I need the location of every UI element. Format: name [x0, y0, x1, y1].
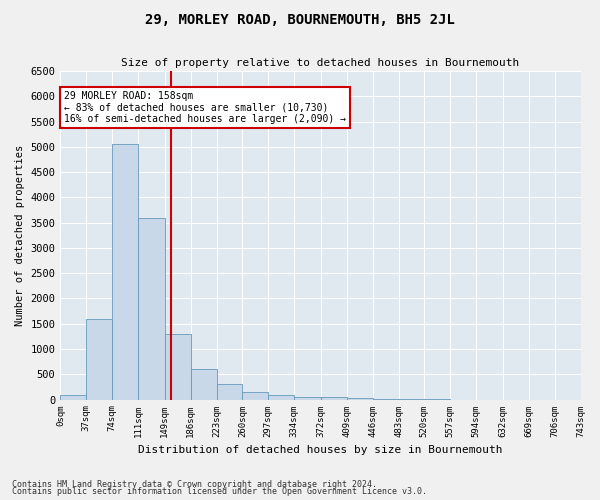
Y-axis label: Number of detached properties: Number of detached properties	[15, 144, 25, 326]
Bar	[191, 369, 217, 400]
Bar	[217, 384, 242, 400]
Title: Size of property relative to detached houses in Bournemouth: Size of property relative to detached ho…	[121, 58, 520, 68]
Bar	[347, 398, 373, 400]
Bar	[61, 394, 86, 400]
Text: Contains public sector information licensed under the Open Government Licence v3: Contains public sector information licen…	[12, 487, 427, 496]
Bar	[112, 144, 138, 400]
X-axis label: Distribution of detached houses by size in Bournemouth: Distribution of detached houses by size …	[138, 445, 503, 455]
Bar	[86, 318, 112, 400]
Text: 29, MORLEY ROAD, BOURNEMOUTH, BH5 2JL: 29, MORLEY ROAD, BOURNEMOUTH, BH5 2JL	[145, 12, 455, 26]
Bar	[138, 218, 165, 400]
Bar	[294, 397, 321, 400]
Bar	[165, 334, 191, 400]
Text: 29 MORLEY ROAD: 158sqm
← 83% of detached houses are smaller (10,730)
16% of semi: 29 MORLEY ROAD: 158sqm ← 83% of detached…	[64, 92, 346, 124]
Bar	[268, 394, 294, 400]
Bar	[242, 392, 268, 400]
Text: Contains HM Land Registry data © Crown copyright and database right 2024.: Contains HM Land Registry data © Crown c…	[12, 480, 377, 489]
Bar	[321, 397, 347, 400]
Bar	[373, 399, 398, 400]
